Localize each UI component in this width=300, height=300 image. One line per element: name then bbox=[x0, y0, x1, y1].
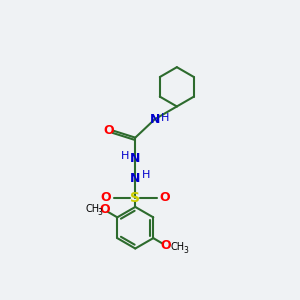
Text: S: S bbox=[130, 191, 140, 205]
Text: O: O bbox=[161, 239, 171, 252]
Text: O: O bbox=[99, 203, 110, 216]
Text: N: N bbox=[130, 172, 140, 184]
Text: CH: CH bbox=[85, 204, 100, 214]
Text: 3: 3 bbox=[98, 208, 103, 217]
Text: H: H bbox=[160, 113, 169, 123]
Text: H: H bbox=[142, 170, 150, 180]
Text: H: H bbox=[121, 151, 129, 161]
Text: O: O bbox=[100, 191, 111, 204]
Text: CH: CH bbox=[171, 242, 185, 252]
Text: O: O bbox=[160, 191, 170, 204]
Text: N: N bbox=[150, 113, 160, 126]
Text: O: O bbox=[104, 124, 115, 137]
Text: 3: 3 bbox=[183, 246, 188, 255]
Text: N: N bbox=[130, 152, 140, 165]
